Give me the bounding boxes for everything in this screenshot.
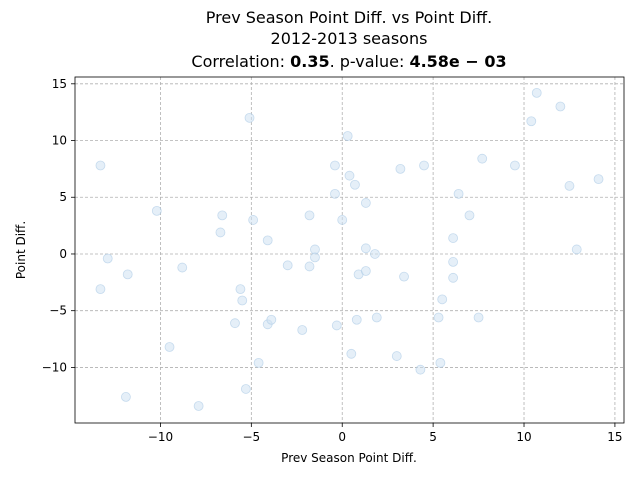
scatter-point [235,284,246,295]
scatter-point [473,312,484,323]
scatter-point [453,188,464,199]
x-tick-label: 5 [429,430,437,444]
scatter-point [448,233,459,243]
scatter-point [437,294,448,305]
scatter-point [351,314,362,325]
scatter-point [310,252,320,263]
plot-frame [74,76,625,424]
scatter-point [464,210,475,221]
scatter-point [331,320,342,331]
scatter-point [415,364,426,375]
scatter-point [95,160,106,171]
x-axis-label: Prev Season Point Diff. [281,451,417,465]
scatter-point [448,257,459,267]
scatter-point [151,205,162,216]
scatter-point [230,318,240,329]
scatter-point [395,163,406,174]
scatter-point [244,112,255,123]
scatter-point [344,170,355,181]
x-tick-label: 15 [607,430,622,444]
scatter-point [370,249,380,259]
scatter-point [526,116,537,127]
chart-title: Prev Season Point Diff. vs Point Diff. [206,8,493,27]
scatter-point [177,262,188,273]
x-tick-label: −5 [242,430,260,444]
scatter-point [330,160,340,171]
scatter-point [399,271,409,282]
scatter-point [433,312,444,323]
y-axis-ticks: −10 −5 0 5 10 15 [42,77,75,374]
scatter-point [360,266,371,276]
scatter-point [330,188,340,199]
scatter-point [593,174,604,184]
y-tick-label: 10 [52,134,67,148]
correlation-value: 0.35 [290,52,329,71]
scatter-point [262,235,273,246]
correlation-title: Correlation: 0.35. p-value: 4.58e − 03 [191,52,506,71]
scatter-point [237,295,248,306]
scatter-point [346,348,357,359]
x-axis-ticks: −10 −5 0 5 10 15 [148,423,623,444]
scatter-point [360,198,371,208]
chart-subtitle: 2012-2013 seasons [271,29,428,48]
correlation-prefix: Correlation: [191,52,290,71]
scatter-point [350,179,360,190]
scatter-point [391,351,402,361]
scatter-point [240,384,251,394]
pvalue-value: 4.58e − 03 [409,52,506,71]
x-tick-label: 10 [516,430,531,444]
y-tick-label: −5 [49,304,67,318]
y-tick-label: 15 [52,77,67,91]
pvalue-prefix: . p-value: [330,52,410,71]
scatter-point [342,131,353,141]
scatter-point [193,401,204,411]
y-tick-label: 5 [59,190,67,204]
scatter-point [337,215,348,225]
scatter-point [448,272,459,283]
scatter-point [122,269,133,280]
data-points [95,87,604,411]
scatter-point [304,210,315,221]
y-axis-label: Point Diff. [14,221,28,279]
scatter-point [477,153,488,164]
scatter-point [571,244,582,255]
x-tick-label: −10 [148,430,173,444]
scatter-point [266,314,277,325]
x-tick-label: 0 [338,430,346,444]
scatter-point [102,253,113,264]
scatter-point [419,160,429,171]
scatter-point [217,210,228,221]
scatter-point [531,87,542,98]
scatter-point [297,325,308,335]
scatter-point [360,243,371,254]
scatter-point [304,261,315,272]
scatter-point [253,357,264,368]
scatter-point [371,312,382,323]
y-tick-label: 0 [59,247,67,261]
scatter-point [564,181,575,191]
scatter-point [555,101,566,112]
scatter-point [248,215,259,225]
scatter-point [282,260,293,271]
scatter-point [95,284,106,295]
scatter-point [510,160,520,171]
scatter-point [215,227,226,238]
scatter-point [164,342,175,352]
y-tick-label: −10 [42,360,67,374]
grid [75,77,624,423]
scatter-point [435,357,446,368]
scatter-point [121,392,131,402]
